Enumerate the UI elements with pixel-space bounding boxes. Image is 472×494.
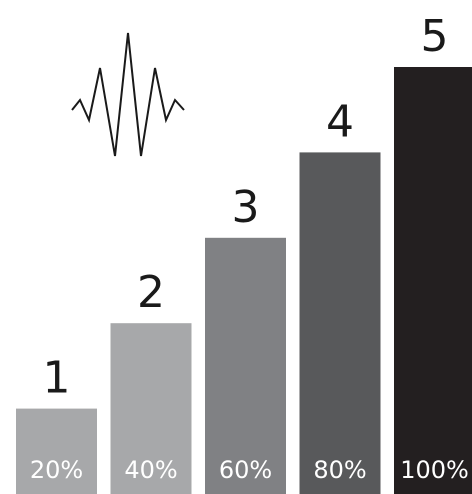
level-label-5: 5 [421,11,449,62]
bar-2 [110,323,192,494]
sound-wave-icon [71,32,185,157]
level-label-4: 4 [326,96,354,147]
bar-3 [205,237,286,494]
level-label-2: 2 [137,267,165,318]
bar-5 [394,67,472,494]
value-label-2: 40% [124,456,177,484]
bar-4 [299,152,381,494]
value-label-5: 100% [400,456,469,484]
bars-group [16,67,472,494]
level-labels-group: 1 2 3 4 5 [43,11,449,404]
level-label-3: 3 [232,182,260,233]
value-label-4: 80% [313,456,366,484]
value-labels-group: 20% 40% 60% 80% 100% [30,456,469,484]
level-label-1: 1 [43,353,71,404]
bar-1 [16,408,97,494]
value-label-1: 20% [30,456,83,484]
value-label-3: 60% [219,456,272,484]
